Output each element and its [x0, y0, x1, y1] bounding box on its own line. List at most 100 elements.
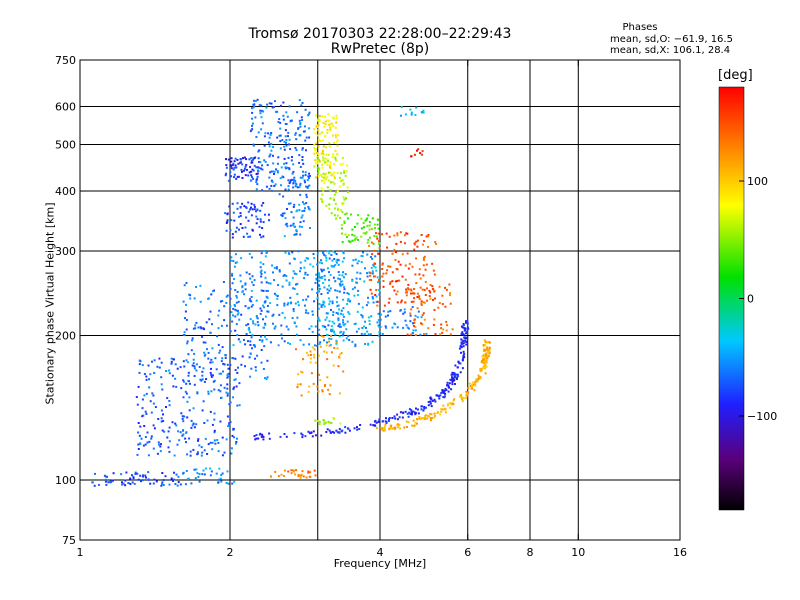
data-point [175, 385, 178, 388]
data-point [273, 170, 276, 173]
data-point [236, 313, 239, 316]
data-point [188, 293, 191, 296]
data-point [340, 352, 343, 355]
data-point [209, 410, 212, 413]
data-point [266, 296, 269, 299]
data-point [406, 426, 408, 428]
data-point [270, 149, 273, 152]
data-point [226, 219, 229, 222]
data-point [421, 150, 424, 153]
data-point [144, 436, 147, 438]
data-point [485, 348, 488, 351]
data-point [271, 106, 274, 109]
data-point [368, 228, 371, 231]
data-point [309, 227, 311, 229]
data-point [104, 480, 107, 483]
data-point [294, 132, 297, 135]
data-point [342, 202, 345, 205]
data-point [301, 159, 304, 161]
data-point [360, 313, 363, 316]
data-point [368, 236, 371, 239]
y-tick-label: 750 [55, 54, 76, 67]
data-point [254, 369, 257, 372]
data-point [234, 157, 237, 160]
data-point [377, 319, 380, 322]
data-point [201, 335, 203, 338]
data-point [292, 170, 295, 173]
data-point [201, 378, 204, 381]
data-point [317, 390, 320, 393]
data-point [299, 166, 302, 168]
data-point [484, 341, 487, 344]
data-point [320, 198, 323, 200]
data-point [299, 134, 302, 137]
data-point [308, 432, 311, 435]
data-point [307, 390, 310, 393]
data-point [388, 428, 391, 431]
data-point [138, 434, 141, 437]
data-point [263, 135, 266, 138]
data-point [192, 407, 195, 410]
data-point [239, 274, 242, 277]
data-point [391, 285, 394, 288]
data-point [340, 209, 343, 212]
data-point [244, 226, 247, 229]
data-point [486, 346, 489, 349]
data-point [423, 301, 426, 304]
data-point [311, 313, 314, 316]
data-point [375, 232, 377, 235]
data-point [293, 432, 296, 435]
data-point [449, 302, 452, 305]
data-point [209, 331, 212, 334]
data-point [331, 320, 334, 323]
data-point [203, 473, 206, 476]
data-point [285, 167, 287, 170]
data-point [343, 169, 346, 172]
data-point [449, 402, 452, 405]
data-point [433, 412, 436, 415]
data-point [395, 293, 398, 296]
data-point [232, 314, 234, 317]
data-point [226, 363, 229, 366]
data-point [338, 185, 341, 188]
data-point [270, 179, 273, 182]
data-point [109, 480, 112, 483]
data-point [181, 415, 184, 418]
data-point [286, 303, 289, 306]
data-point [321, 166, 324, 169]
data-point [410, 113, 413, 116]
data-point [211, 323, 213, 326]
data-point [448, 386, 451, 389]
data-point [251, 304, 254, 306]
data-point [341, 429, 344, 432]
data-point [284, 217, 287, 220]
data-point [229, 305, 232, 307]
data-point [395, 242, 398, 245]
data-point [347, 240, 350, 243]
data-point [250, 170, 253, 173]
data-point [465, 341, 468, 343]
data-point [184, 437, 187, 440]
data-point [336, 261, 338, 264]
data-point [357, 302, 360, 305]
data-point [292, 216, 295, 219]
data-point [197, 326, 200, 329]
data-point [432, 269, 435, 272]
data-point [268, 432, 271, 435]
data-point [402, 312, 405, 315]
data-point [304, 139, 307, 142]
data-point [462, 345, 465, 348]
data-point [276, 171, 279, 174]
data-point [453, 378, 456, 381]
data-point [300, 104, 303, 107]
data-point [168, 372, 171, 375]
data-point [299, 270, 301, 273]
data-point [263, 271, 266, 274]
data-point [270, 102, 273, 105]
data-point [299, 233, 302, 236]
data-point [410, 308, 413, 311]
data-point [293, 233, 296, 236]
data-point [323, 423, 326, 425]
data-point [444, 411, 447, 414]
data-point [423, 416, 426, 419]
